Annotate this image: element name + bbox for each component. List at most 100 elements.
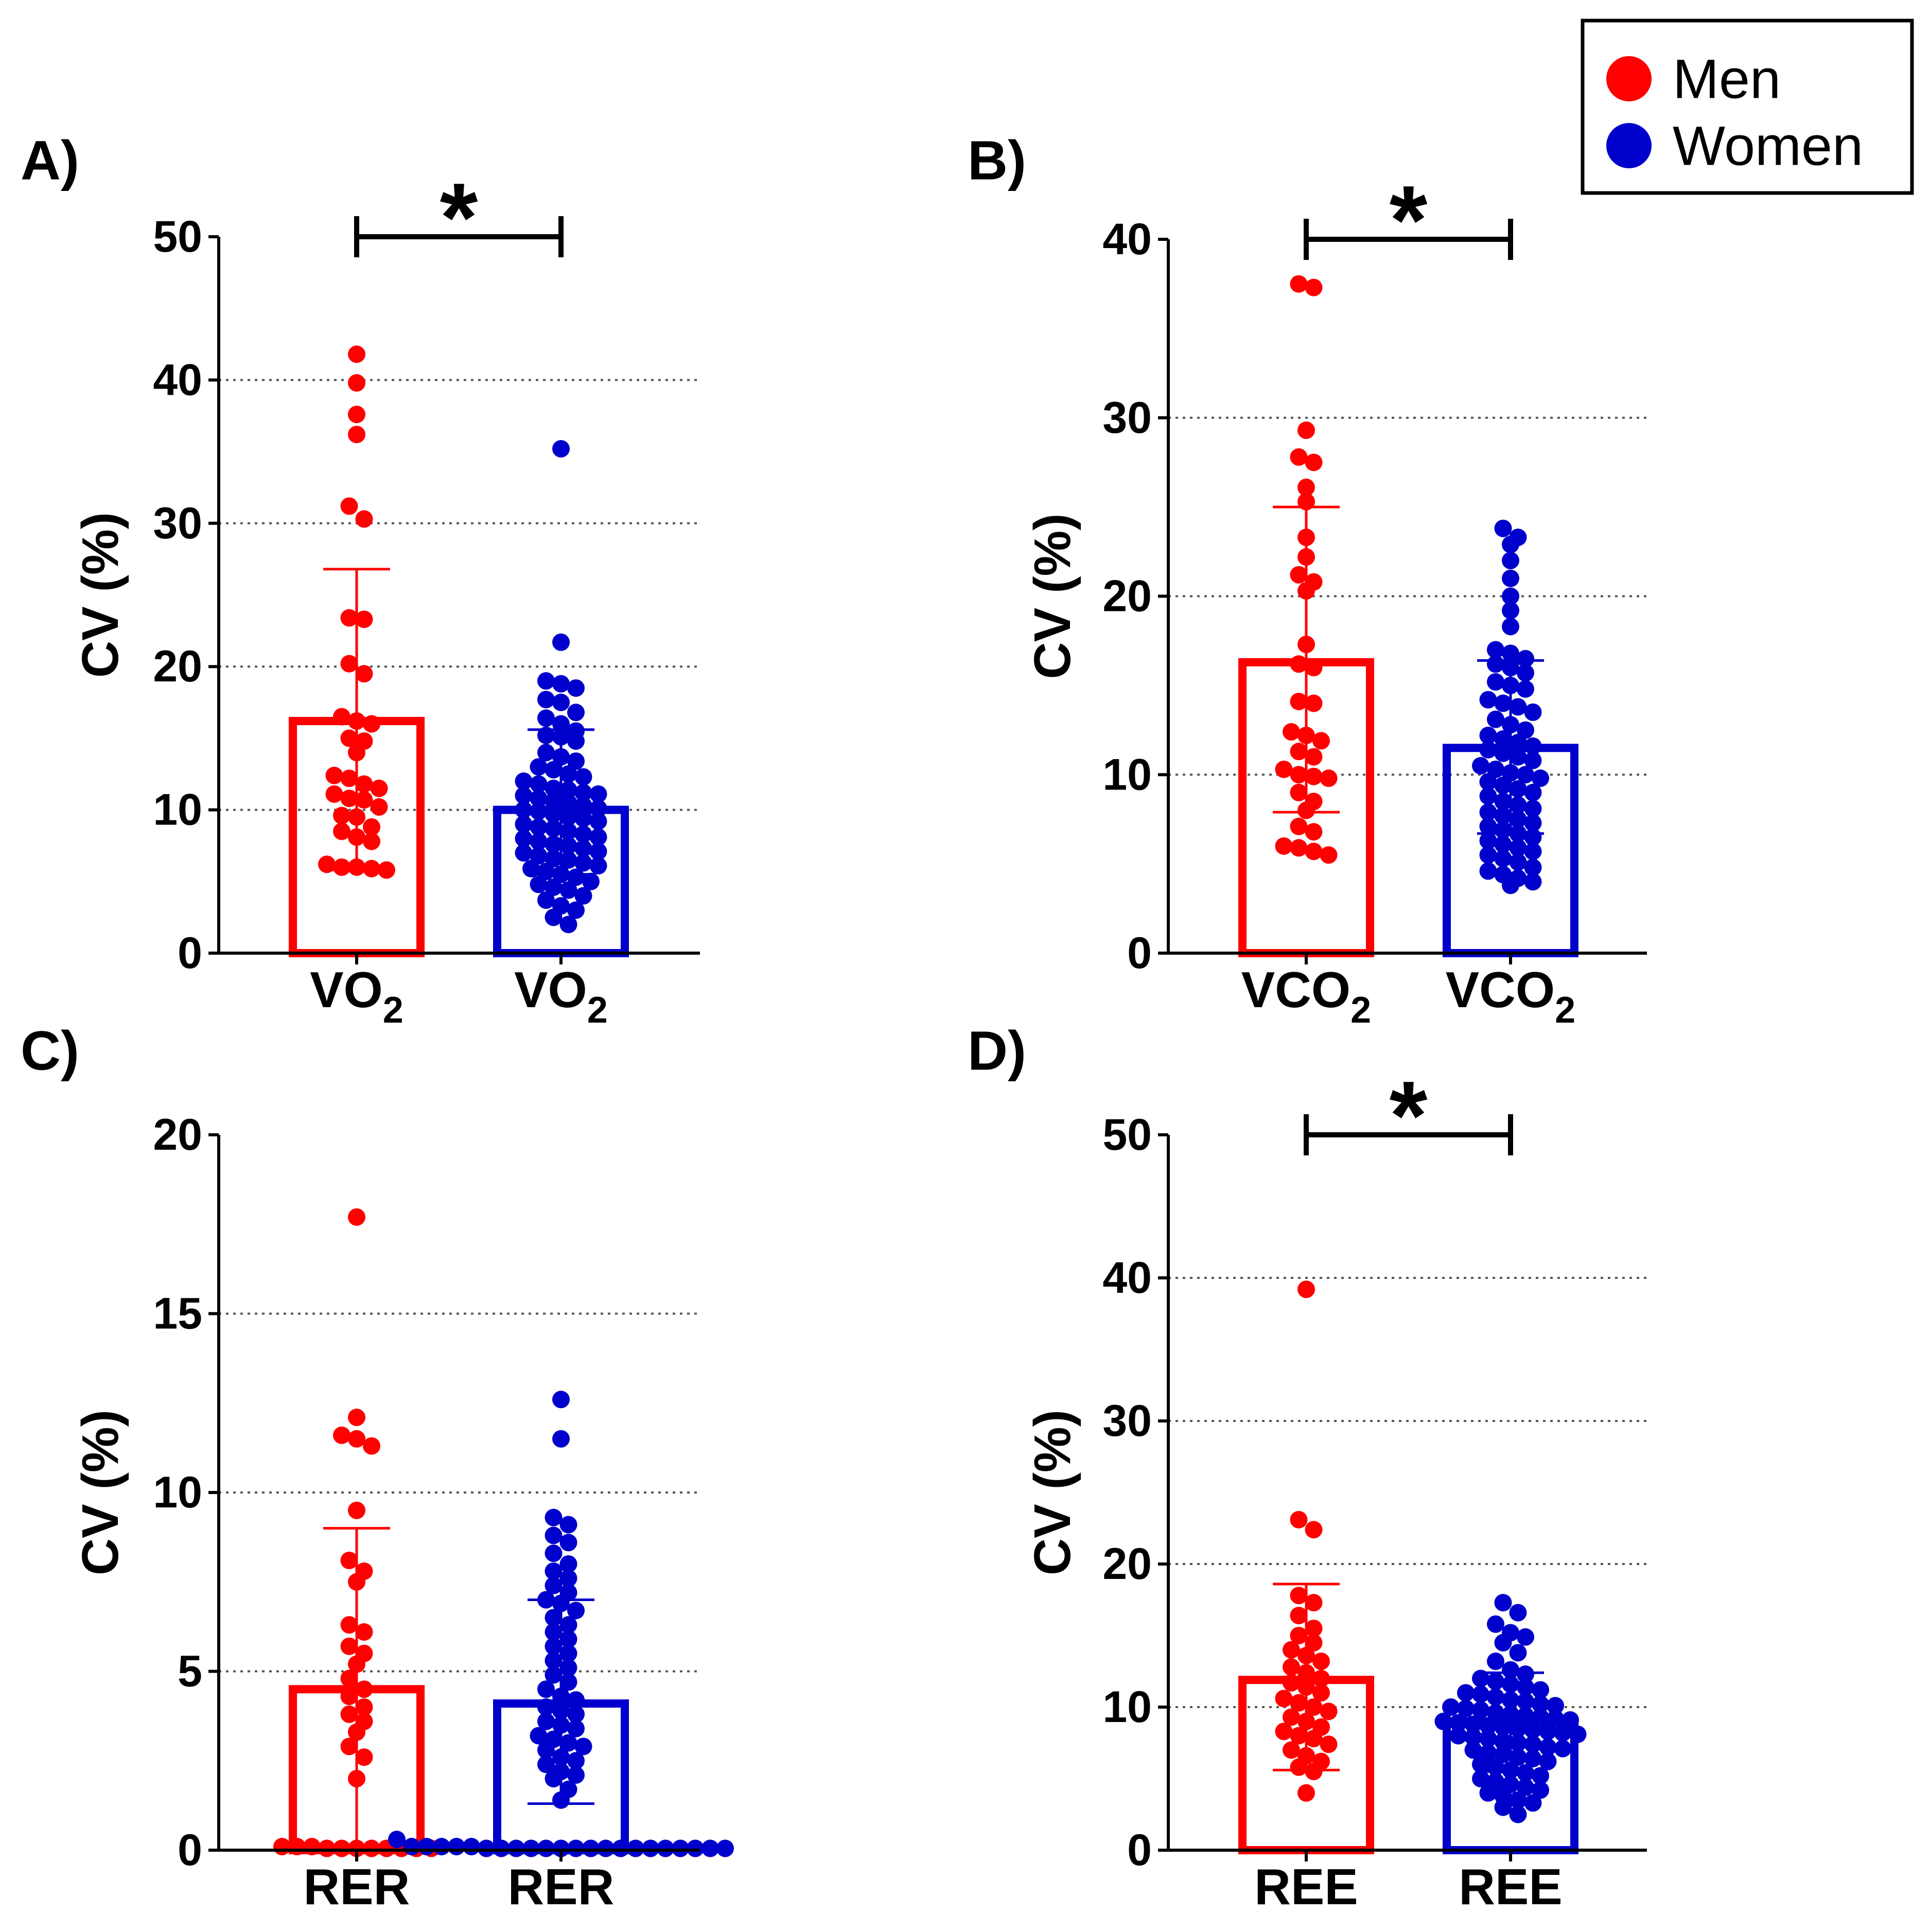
data-point-men — [1305, 823, 1323, 841]
data-point-women — [1479, 803, 1497, 821]
data-point-women — [537, 1680, 555, 1698]
data-point-women — [589, 842, 607, 860]
data-point-men — [318, 1839, 336, 1857]
data-point-women — [1524, 703, 1542, 721]
data-point-men — [333, 1839, 350, 1857]
data-point-women — [433, 1838, 450, 1856]
y-tick-label: 30 — [1102, 1396, 1152, 1446]
data-point-women — [701, 1839, 719, 1857]
data-point-women — [1517, 649, 1534, 668]
data-point-women — [1517, 1628, 1534, 1646]
data-point-women — [589, 799, 607, 817]
data-point-women — [522, 1839, 540, 1857]
data-point-women — [545, 819, 563, 837]
data-point-women — [552, 715, 570, 733]
data-point-women — [1479, 691, 1497, 709]
data-point-men — [355, 1623, 373, 1641]
data-point-women — [559, 1673, 577, 1691]
data-point-men — [340, 1670, 358, 1688]
x-tick-label-subscript: 2 — [383, 990, 403, 1031]
data-point-women — [1517, 680, 1534, 698]
data-point-women — [537, 691, 555, 709]
data-point-women — [1479, 741, 1497, 759]
data-point-women — [545, 1637, 563, 1655]
data-point-men — [1283, 1708, 1300, 1726]
data-point-women — [1509, 810, 1527, 828]
data-point-men — [363, 1437, 380, 1455]
data-point-women — [515, 844, 533, 862]
data-point-women — [1494, 777, 1512, 795]
data-point-men — [1305, 1634, 1323, 1652]
y-tick-label: 15 — [153, 1289, 202, 1339]
data-point-women — [1494, 1732, 1512, 1750]
data-point-men — [348, 374, 365, 392]
data-point-men — [355, 775, 373, 793]
y-tick-label: 20 — [1102, 572, 1152, 621]
x-tick-label-text: VO — [310, 961, 383, 1018]
data-point-women — [552, 748, 570, 766]
x-tick-label: REE — [1254, 1858, 1358, 1915]
data-point-women — [552, 440, 570, 458]
data-point-men — [1305, 1594, 1323, 1612]
data-point-men — [1275, 837, 1293, 855]
data-point-men — [348, 1430, 365, 1448]
x-tick-label: RER — [304, 1858, 410, 1915]
data-point-men — [1283, 723, 1300, 741]
data-point-men — [1290, 693, 1308, 711]
data-point-women — [574, 768, 592, 786]
data-point-women — [1524, 737, 1542, 755]
y-tick-label: 0 — [1127, 928, 1152, 978]
data-point-men — [348, 1573, 365, 1591]
data-point-women — [1517, 1665, 1534, 1683]
data-point-men — [340, 1737, 358, 1755]
data-point-men — [348, 828, 365, 846]
data-point-women — [1532, 1708, 1549, 1726]
data-point-women — [1502, 1761, 1519, 1779]
data-point-women — [530, 802, 548, 820]
data-point-women — [537, 1839, 555, 1857]
data-point-women — [567, 732, 585, 750]
data-point-men — [1312, 1670, 1330, 1688]
data-point-women — [1494, 793, 1512, 811]
data-point-women — [1509, 780, 1527, 798]
data-point-women — [1554, 1740, 1572, 1758]
data-point-women — [545, 835, 563, 853]
data-point-women — [552, 728, 570, 746]
data-point-women — [552, 1716, 570, 1734]
data-point-women — [1517, 766, 1534, 784]
y-tick-label: 0 — [1127, 1825, 1152, 1875]
data-point-women — [552, 1688, 570, 1706]
data-point-men — [325, 766, 343, 784]
data-point-women — [1532, 1681, 1549, 1699]
x-tick-label-text: REE — [1459, 1858, 1563, 1915]
data-point-women — [530, 789, 548, 807]
data-point-women — [574, 797, 592, 815]
x-tick-label-subscript: 2 — [1555, 990, 1575, 1031]
data-point-men — [355, 1748, 373, 1766]
data-point-women — [537, 1712, 555, 1730]
data-point-women — [1494, 1798, 1512, 1816]
data-point-women — [1487, 710, 1504, 728]
data-point-women — [530, 775, 548, 793]
data-point-women — [567, 752, 585, 770]
data-point-men — [340, 1616, 358, 1634]
y-tick-label: 30 — [153, 499, 202, 548]
data-point-men — [340, 1705, 358, 1723]
data-point-women — [1569, 1725, 1587, 1743]
data-point-women — [552, 693, 570, 711]
panel-label: C) — [21, 1020, 79, 1082]
data-point-women — [1502, 587, 1519, 605]
y-tick-label: 30 — [1102, 393, 1152, 443]
data-point-women — [1539, 1723, 1557, 1741]
data-point-men — [348, 744, 365, 762]
data-point-women — [559, 916, 577, 934]
x-tick-label-text: VO — [514, 961, 587, 1018]
data-point-men — [340, 729, 358, 747]
data-point-men — [355, 791, 373, 809]
data-point-women — [1502, 876, 1519, 894]
data-point-women — [1554, 1724, 1572, 1742]
data-point-women — [574, 887, 592, 905]
data-point-men — [348, 858, 365, 876]
legend-label-women: Women — [1673, 115, 1863, 177]
